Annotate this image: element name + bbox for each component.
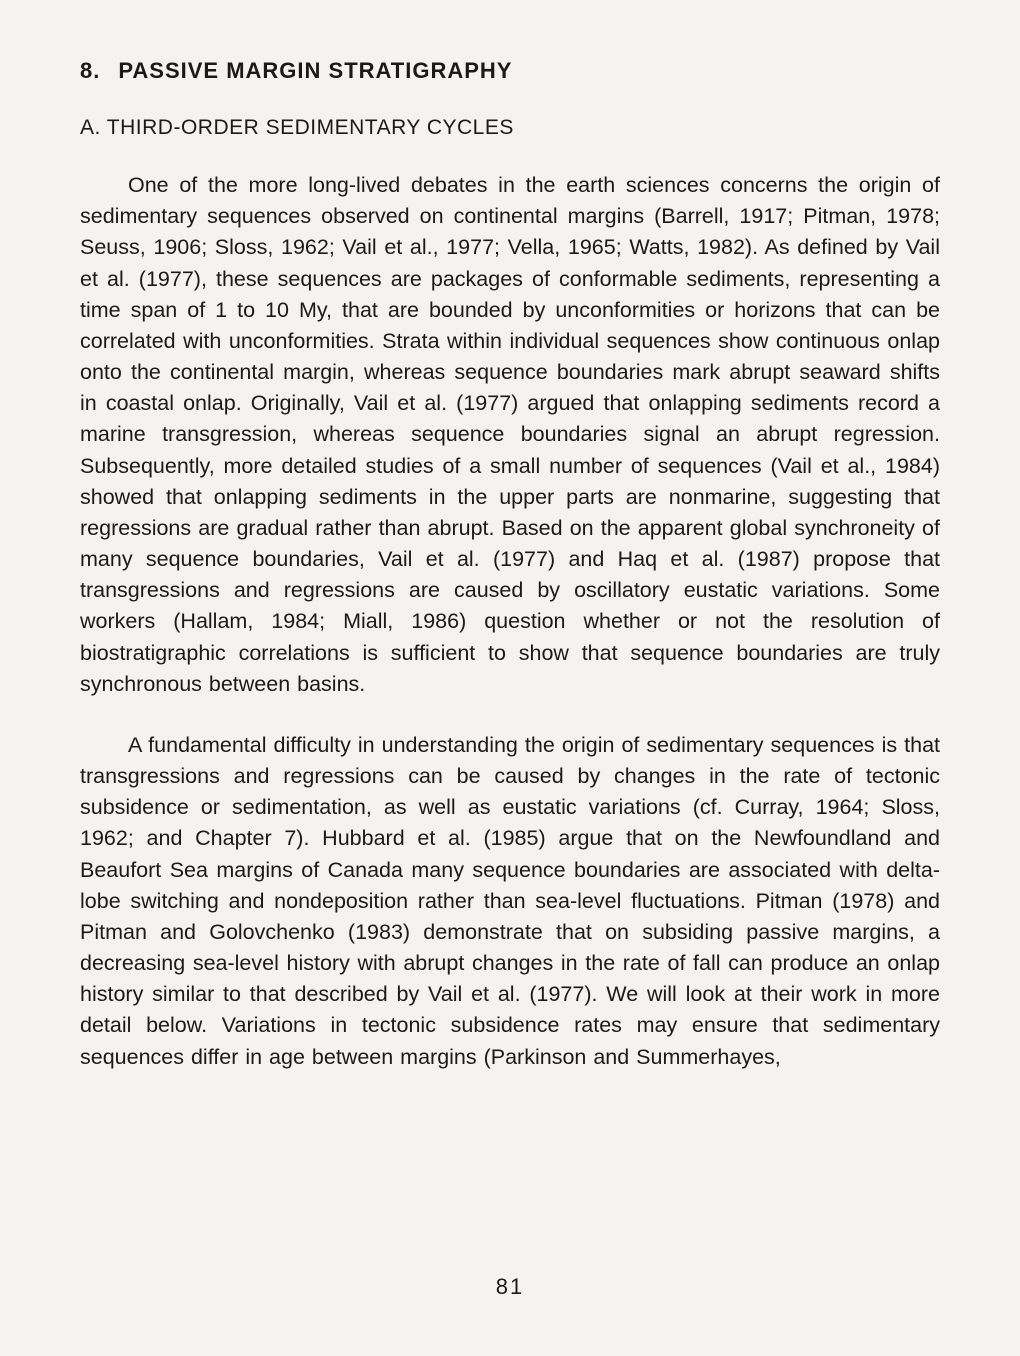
page-container: 8. PASSIVE MARGIN STRATIGRAPHY A. THIRD-O… [0,0,1020,1073]
page-number: 81 [0,1274,1020,1300]
paragraph: One of the more long-lived debates in th… [80,170,940,700]
section-title: A. THIRD-ORDER SEDIMENTARY CYCLES [80,116,940,140]
chapter-number: 8. [80,58,100,84]
paragraph: A fundamental difficulty in understandin… [80,730,940,1073]
chapter-title: 8. PASSIVE MARGIN STRATIGRAPHY [80,58,940,84]
chapter-title-text: PASSIVE MARGIN STRATIGRAPHY [118,58,512,83]
